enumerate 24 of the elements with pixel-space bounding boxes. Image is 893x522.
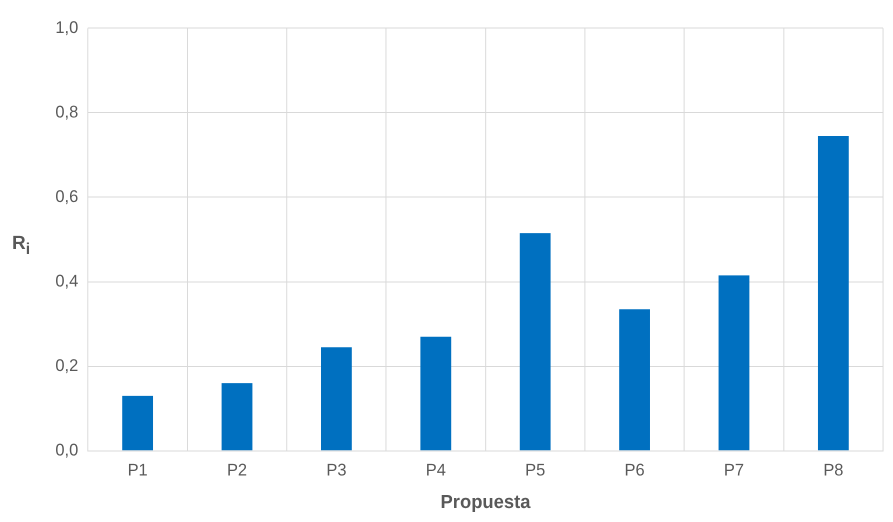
y-tick-label: 0,0 — [55, 440, 78, 460]
x-tick-label: P8 — [823, 460, 844, 480]
x-axis-title: Propuesta — [440, 490, 532, 512]
x-tick-label: P6 — [624, 460, 645, 480]
x-tick-label: P2 — [226, 460, 248, 480]
x-tick-label: P5 — [525, 460, 546, 480]
bar — [818, 136, 849, 450]
y-tick-label: 1,0 — [55, 18, 78, 37]
y-tick-label: 0,4 — [55, 271, 78, 291]
y-tick-label: 0,2 — [55, 356, 78, 376]
y-tick-label: 0,8 — [55, 102, 78, 122]
bar — [420, 336, 452, 450]
x-tick-label: P7 — [724, 460, 744, 480]
bar — [320, 347, 352, 450]
x-tick-label: P4 — [426, 460, 446, 480]
bar — [520, 233, 551, 450]
bar — [619, 309, 650, 450]
bar — [222, 383, 252, 450]
x-tick-label: P3 — [326, 460, 346, 480]
y-tick-label: 0,6 — [55, 186, 78, 206]
bar — [122, 396, 154, 450]
x-tick-label: P1 — [128, 460, 148, 480]
y-axis-title: R$_{i}$ — [12, 233, 30, 259]
bar — [718, 275, 750, 450]
